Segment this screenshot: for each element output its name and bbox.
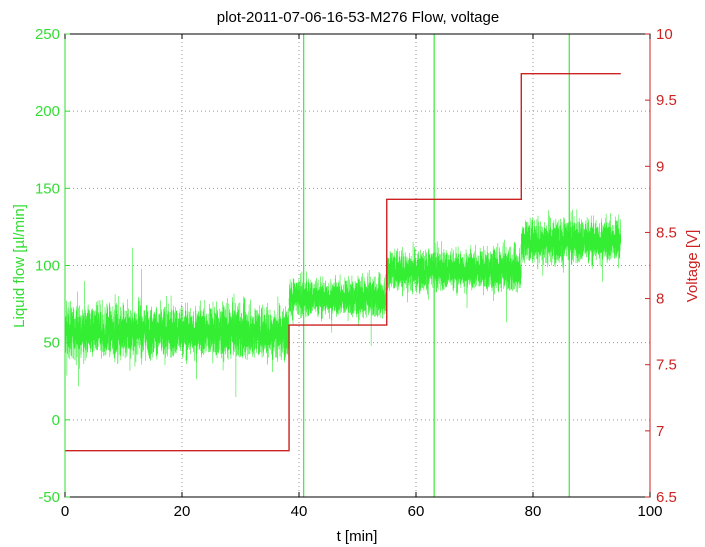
y-left-tick-label: -50	[38, 489, 60, 506]
y-right-tick-label: 9.5	[656, 92, 677, 109]
y-right-tick-label: 9	[656, 158, 664, 175]
chart-title: plot-2011-07-06-16-53-M276 Flow, voltage	[217, 9, 499, 26]
flow-segment-2	[288, 269, 388, 346]
grid	[65, 34, 650, 497]
y-right-tick-label: 7.5	[656, 357, 677, 374]
voltage-line	[65, 72, 621, 452]
voltage-series	[65, 72, 621, 452]
y-right-tick-label: 7	[656, 423, 664, 440]
y-left-tick-label: 100	[35, 258, 60, 275]
y-right-tick-label: 8	[656, 291, 664, 308]
x-tick-label: 20	[174, 503, 191, 520]
flow-segment-3	[386, 239, 522, 323]
flow-segment-1	[64, 247, 290, 398]
x-tick-label: 100	[637, 503, 662, 520]
y-left-tick-label: 150	[35, 180, 60, 197]
flow-series	[64, 34, 622, 497]
y-right-axis-label: Voltage [V]	[684, 230, 701, 303]
y-left-tick-label: 200	[35, 103, 60, 120]
y-left-tick-label: 50	[43, 335, 60, 352]
x-tick-label: 60	[408, 503, 425, 520]
y-right-tick-label: 6.5	[656, 489, 677, 506]
y-right-tick-label: 10	[656, 26, 673, 43]
x-tick-label: 40	[291, 503, 308, 520]
x-tick-label: 0	[61, 503, 69, 520]
y-left-tick-label: 250	[35, 26, 60, 43]
y-left-axis-label: Liquid flow [µl/min]	[11, 204, 28, 328]
y-right-tick-label: 8.5	[656, 224, 677, 241]
x-axis-label: t [min]	[337, 528, 378, 545]
y-left-tick-label: 0	[52, 412, 60, 429]
axes: 0 20 40 60 80 100-500501001502002506.577.588.…	[35, 26, 677, 520]
x-tick-label: 80	[525, 503, 542, 520]
flow-segment-4	[521, 209, 622, 282]
